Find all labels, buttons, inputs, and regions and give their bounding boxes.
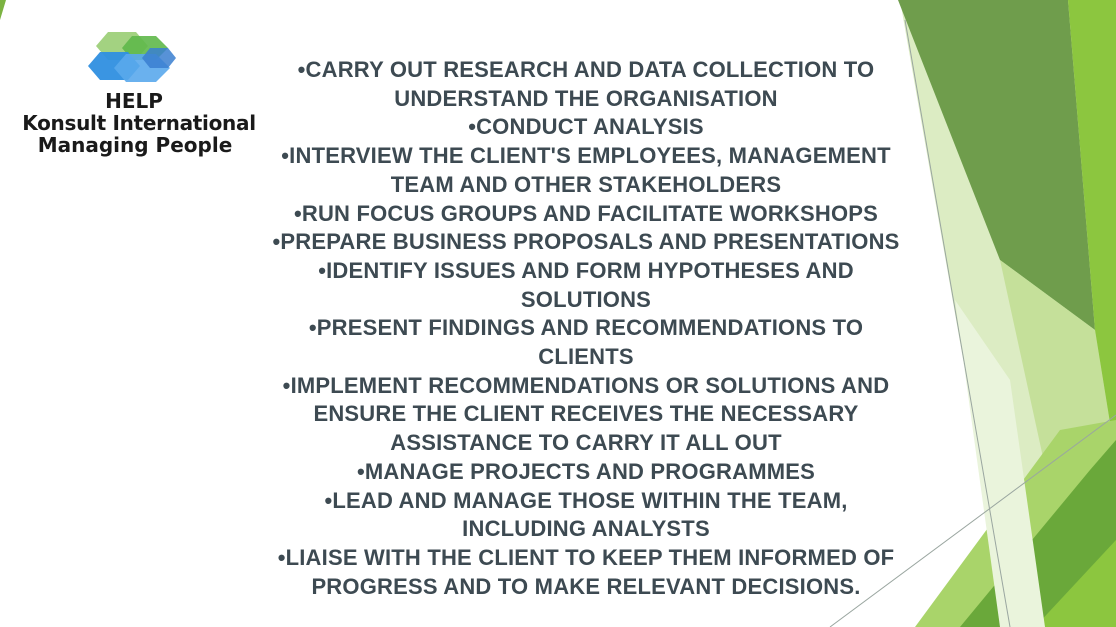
facet-bottom-bright [1035, 540, 1116, 627]
facet-highlight [955, 300, 1045, 627]
bullet-item-team: •LEAD AND MANAGE THOSE WITHIN THE TEAM, … [324, 487, 848, 542]
bullet-item-implement: •IMPLEMENT RECOMMENDATIONS OR SOLUTIONS … [282, 372, 890, 456]
corner-accent-shape [0, 0, 6, 20]
bullet-item-hypotheses: •IDENTIFY ISSUES AND FORM HYPOTHESES AND… [318, 257, 854, 312]
bullet-item-liaise: •LIAISE WITH THE CLIENT TO KEEP THEM INF… [277, 544, 895, 599]
diagonal-line-2 [829, 414, 1116, 627]
bullet-item-research: •CARRY OUT RESEARCH AND DATA COLLECTION … [297, 57, 875, 111]
bullet-item-proposals: •PREPARE BUSINESS PROPOSALS AND PRESENTA… [272, 229, 900, 255]
facet-bright-right [1068, 0, 1116, 460]
bullet-item-focus-groups: •RUN FOCUS GROUPS AND FACILITATE WORKSHO… [293, 200, 879, 226]
bullet-item-analysis: •CONDUCT ANALYSIS [468, 114, 704, 140]
diagonal-line-1 [904, 19, 1011, 627]
logo-wordmark: HELP Konsult International Managing Peop… [14, 90, 264, 156]
bullet-item-interview: •INTERVIEW THE CLIENT'S EMPLOYEES, MANAG… [281, 143, 891, 197]
company-logo: HELP Konsult International Managing Peop… [14, 30, 264, 160]
logo-help-text: HELP [105, 89, 163, 113]
logo-tagline: Managing People [37, 133, 233, 157]
facet-dark-top [898, 0, 1095, 330]
hexagon-logo-icon [88, 32, 176, 82]
bullet-item-projects: •MANAGE PROJECTS AND PROGRAMMES [356, 458, 815, 484]
bullet-item-findings: •PRESENT FINDINGS AND RECOMMENDATIONS TO… [308, 315, 864, 370]
logo-company-name: Konsult International [22, 111, 256, 135]
bullet-list: •CARRY OUT RESEARCH AND DATA COLLECTION … [268, 56, 904, 601]
